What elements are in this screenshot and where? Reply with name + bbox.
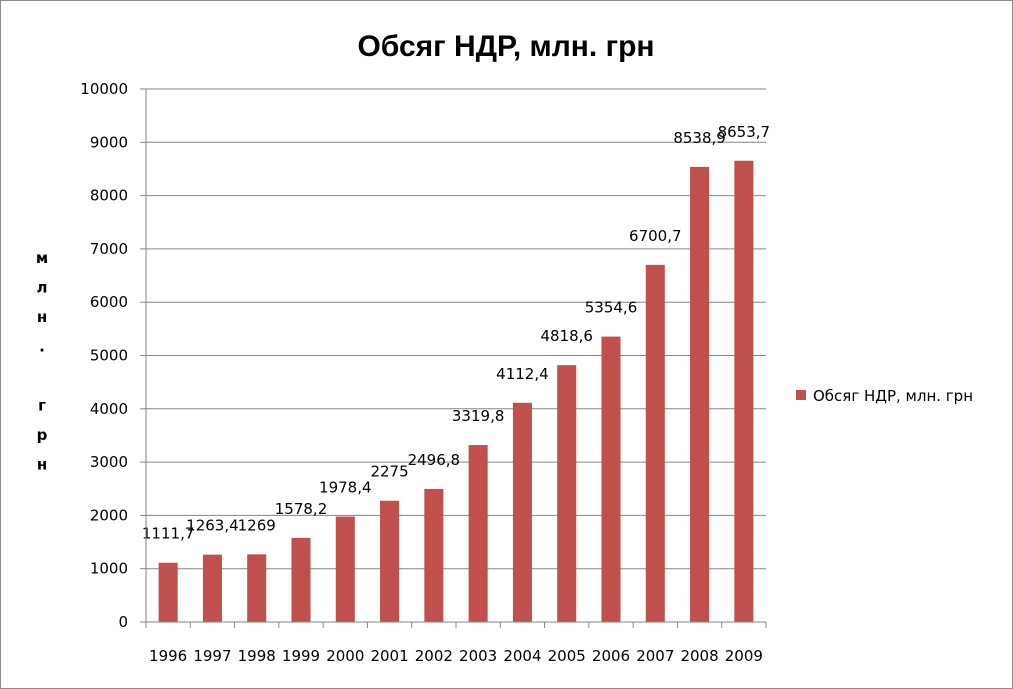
y-axis-label-char: м	[36, 249, 48, 267]
legend-label: Обсяг НДР, млн. грн	[813, 387, 973, 405]
bar	[512, 402, 532, 622]
x-tick-label: 1996	[149, 647, 187, 665]
bar	[645, 264, 665, 622]
x-tick-label: 2004	[503, 647, 541, 665]
bar	[734, 160, 754, 622]
legend: Обсяг НДР, млн. грн	[796, 387, 973, 405]
x-tick-label: 1997	[193, 647, 231, 665]
x-tick-label: 2002	[415, 647, 453, 665]
bar	[690, 166, 710, 622]
y-tick-label: 1000	[90, 560, 128, 578]
y-tick-label: 3000	[90, 453, 128, 471]
y-axis-label-char: р	[37, 426, 48, 444]
x-tick-label: 2006	[592, 647, 630, 665]
y-tick-label: 9000	[90, 133, 128, 151]
x-tick-label: 1998	[238, 647, 276, 665]
bar	[380, 500, 400, 622]
bar	[557, 365, 577, 622]
data-label: 6700,7	[629, 227, 682, 245]
data-label: 8653,7	[718, 123, 771, 141]
bar	[291, 537, 311, 622]
y-tick-label: 10000	[80, 80, 128, 98]
data-label: 4818,6	[540, 327, 593, 345]
y-tick-label: 0	[118, 613, 128, 631]
data-label: 1578,2	[275, 500, 328, 518]
bar	[202, 554, 222, 622]
x-tick-label: 2008	[680, 647, 718, 665]
data-label: 1111,7	[142, 525, 195, 543]
bar	[247, 554, 267, 622]
chart-title: Обсяг НДР, млн. грн	[357, 30, 654, 63]
bars	[158, 160, 754, 622]
bar	[601, 336, 621, 622]
y-axis-label: млн.грн	[36, 249, 48, 474]
y-tick-label: 7000	[90, 240, 128, 258]
x-tick-label: 2007	[636, 647, 674, 665]
data-label: 4112,4	[496, 365, 549, 383]
axes	[145, 89, 766, 623]
y-axis-label-char: .	[39, 338, 45, 356]
data-label: 1978,4	[319, 479, 372, 497]
y-tick-label: 8000	[90, 187, 128, 205]
bar	[335, 516, 355, 622]
x-axis-ticks: 1996 1997 1998 1999 2000 2001 2002 2003 2004 2005…	[145, 622, 767, 665]
x-tick-label: 2001	[370, 647, 408, 665]
x-tick-label: 2009	[725, 647, 763, 665]
y-axis-label-char: н	[37, 308, 47, 326]
y-tick-label: 6000	[90, 293, 128, 311]
y-axis-label-char: н	[37, 456, 47, 474]
data-label: 1269	[238, 516, 276, 534]
data-label: 2496,8	[408, 451, 461, 469]
y-axis-label-char: л	[37, 279, 48, 297]
x-tick-label: 1999	[282, 647, 320, 665]
y-tick-label: 2000	[90, 506, 128, 524]
data-label: 8538,9	[673, 129, 726, 147]
x-tick-label: 2000	[326, 647, 364, 665]
y-axis-label-char: г	[38, 397, 46, 415]
data-label: 1263,4	[186, 517, 239, 535]
y-tick-label: 5000	[90, 347, 128, 365]
y-tick-label: 4000	[90, 400, 128, 418]
data-label: 5354,6	[585, 299, 638, 317]
grid-lines	[146, 88, 766, 570]
x-tick-label: 2003	[459, 647, 497, 665]
data-label: 2275	[370, 463, 408, 481]
bar	[424, 488, 444, 622]
y-axis-ticks: 0 1000 2000 3000 4000 5000 6000 7000 8000 9000 100…	[80, 80, 146, 631]
x-tick-label: 2005	[548, 647, 586, 665]
bar	[158, 562, 178, 622]
bar	[468, 445, 488, 622]
data-label: 3319,8	[452, 407, 505, 425]
legend-swatch	[796, 390, 806, 400]
